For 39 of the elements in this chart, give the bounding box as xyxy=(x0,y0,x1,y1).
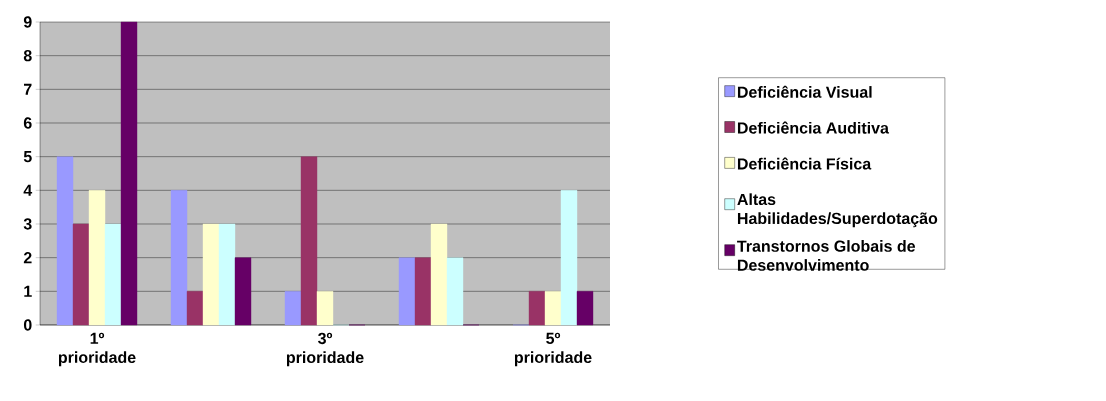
y-tick-label: 1 xyxy=(24,285,32,297)
bar xyxy=(186,291,204,326)
bar xyxy=(446,257,464,326)
y-tick-label: 6 xyxy=(23,117,32,129)
y-tick-label: 5 xyxy=(23,151,32,163)
bar xyxy=(414,257,432,326)
y-tick-label: 3 xyxy=(23,218,32,230)
bar xyxy=(544,291,562,326)
legend-label: Altas Habilidades/Superdotação xyxy=(737,193,938,228)
bar xyxy=(316,291,334,326)
bar xyxy=(170,190,188,326)
legend-label: Deficiência Auditiva xyxy=(737,121,890,134)
bar xyxy=(56,156,74,326)
bar xyxy=(202,223,220,326)
bar xyxy=(218,223,236,326)
bar xyxy=(88,190,106,326)
x-tick-label: 5º prioridade xyxy=(514,332,592,367)
legend-label: Deficiência Visual xyxy=(737,85,872,98)
y-tick-label: 4 xyxy=(23,184,33,196)
bar xyxy=(120,21,138,326)
legend-label: Deficiência Física xyxy=(737,157,872,170)
bar xyxy=(234,257,252,326)
x-tick-label: 3º prioridade xyxy=(286,332,364,367)
y-tick-label: 9 xyxy=(23,16,32,28)
bar xyxy=(284,291,302,326)
bar xyxy=(300,156,318,326)
y-tick-label: 7 xyxy=(24,83,32,95)
legend-label: Transtornos Globais de Desenvolvimento xyxy=(737,240,916,271)
y-tick-label: 0 xyxy=(23,319,32,331)
bar xyxy=(72,223,90,326)
y-tick-label: 2 xyxy=(23,252,32,264)
bar xyxy=(528,291,546,326)
bar xyxy=(430,223,448,326)
bar xyxy=(104,223,122,326)
bar xyxy=(560,190,578,326)
bar xyxy=(576,291,594,326)
x-tick-label: 1º prioridade xyxy=(58,332,136,367)
y-tick-label: 8 xyxy=(23,50,32,62)
bar xyxy=(398,257,416,326)
